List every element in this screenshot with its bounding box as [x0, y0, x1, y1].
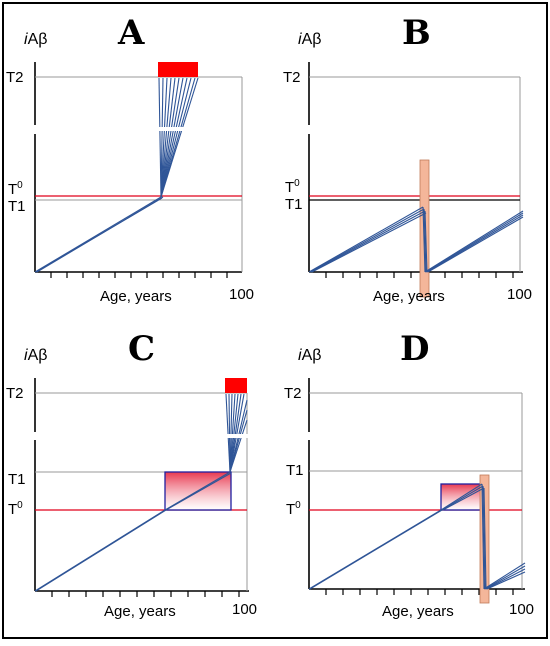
axis-break-gap	[222, 434, 249, 438]
x-max-label: 100	[507, 286, 532, 303]
level-label-t2: T2	[6, 69, 24, 86]
x-ticks	[325, 272, 514, 278]
damage-marker	[158, 62, 198, 77]
x-axis-title: Age, years	[382, 603, 454, 620]
trajectory-bundle	[308, 483, 526, 590]
y-axis-label: iAβ	[298, 31, 321, 48]
level-label-t0: T0	[285, 178, 300, 196]
x-max-label: 100	[232, 601, 257, 618]
x-ticks	[51, 591, 240, 597]
panel-c: C iAβ T2 T	[6, 329, 257, 620]
level-label-t0: T0	[8, 500, 23, 518]
y-axis-label: iAβ	[298, 347, 321, 364]
damage-marker	[225, 378, 247, 393]
y-axis-label: iAβ	[24, 347, 47, 364]
y-axis-label: iAβ	[24, 31, 47, 48]
panel-letter: A	[117, 13, 145, 53]
level-label-t1: T1	[285, 196, 303, 213]
x-ticks	[325, 589, 514, 595]
level-label-t2: T2	[284, 385, 302, 402]
trajectory-bundle	[308, 206, 524, 273]
x-ticks	[50, 272, 228, 278]
level-label-t2: T2	[6, 385, 24, 402]
trajectory-bundle	[34, 77, 199, 273]
x-max-label: 100	[509, 601, 534, 618]
panel-a: A iAβ	[6, 13, 254, 305]
x-axis-title: Age, years	[373, 288, 445, 305]
x-axis-title: Age, years	[100, 288, 172, 305]
axis-break-gap	[155, 127, 203, 131]
level-label-t2: T2	[283, 69, 301, 86]
level-label-t0: T0	[286, 500, 301, 518]
panel-d: D iAβ T2 T1 T0 Age,	[284, 329, 534, 620]
panel-letter: B	[402, 13, 431, 53]
level-label-t1: T1	[286, 462, 304, 479]
level-label-t1: T1	[8, 198, 26, 215]
figure-frame	[2, 2, 548, 639]
panel-b: B iAβ T2 T0 T1 Age, years 10	[283, 13, 532, 305]
panel-letter: D	[400, 329, 429, 369]
x-max-label: 100	[229, 286, 254, 303]
level-label-t1: T1	[8, 471, 26, 488]
panel-letter: C	[128, 329, 155, 369]
level-label-t0: T0	[8, 180, 23, 198]
x-axis-title: Age, years	[104, 603, 176, 620]
